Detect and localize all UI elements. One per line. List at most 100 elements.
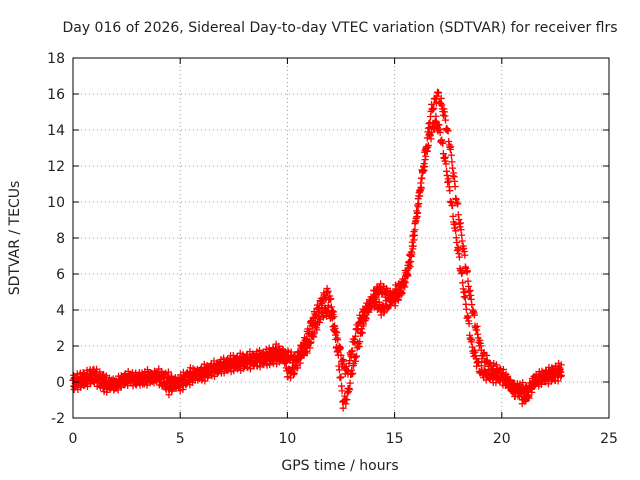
data-point-marker [447,151,455,159]
data-point-marker [346,357,354,365]
data-point-marker [346,379,354,387]
data-point-marker [306,325,314,333]
data-point-marker [346,386,354,394]
data-point-marker [436,128,444,136]
y-tick-label: 2 [56,339,65,355]
data-point-marker [461,251,469,259]
y-tick-label: 0 [56,375,65,391]
data-point-marker [416,192,424,200]
data-point-marker [337,351,345,359]
x-tick-label: 5 [176,431,185,447]
y-tick-label: 8 [56,231,65,247]
data-point-marker [331,324,339,332]
data-point-marker [458,237,466,245]
y-tick-label: 6 [56,267,65,283]
y-tick-label: 16 [47,87,65,103]
data-point-marker [303,335,311,343]
data-point-marker [458,231,466,239]
data-point-marker [427,135,435,143]
data-point-marker [442,153,450,161]
data-point-marker [459,279,467,287]
data-point-marker [557,368,565,376]
data-point-marker [454,200,462,208]
data-point-marker [299,346,307,354]
data-point-marker [413,213,421,221]
data-point-marker [423,134,431,142]
data-point-marker [356,338,364,346]
data-point-marker [448,202,456,210]
data-point-marker [408,250,416,258]
x-axis-label: GPS time / hours [281,458,398,474]
data-point-marker [514,392,522,400]
data-point-marker [462,305,470,313]
data-point-marker [455,253,463,261]
data-point-marker [453,238,461,246]
data-point-marker [468,301,476,309]
data-point-marker [448,158,456,166]
data-point-marker [475,358,483,366]
data-point-marker [437,94,445,102]
data-point-marker [335,366,343,374]
data-point-marker [439,111,447,119]
data-point-marker [403,270,411,278]
data-point-marker [336,344,344,352]
x-tick-label: 10 [278,431,296,447]
data-point-marker [448,164,456,172]
data-point-marker [414,201,422,209]
data-point-marker [312,311,320,319]
data-point-marker [457,219,465,227]
data-point-marker [348,347,356,355]
y-tick-label: 4 [56,303,65,319]
y-tick-label: 10 [47,195,65,211]
y-tick-label: 14 [47,123,65,139]
data-point-marker [451,183,459,191]
data-point-marker [417,174,425,182]
data-point-marker [423,144,431,152]
data-point-marker [330,313,338,321]
data-point-marker [358,316,366,324]
data-point-marker [351,339,359,347]
data-point-marker [340,357,348,365]
data-point-marker [435,89,443,97]
data-point-marker [309,321,317,329]
data-point-marker [338,387,346,395]
data-point-marker [401,275,409,283]
data-point-marker [439,139,447,147]
data-point-marker [307,338,315,346]
data-point-marker [303,349,311,357]
data-point-marker [443,171,451,179]
data-point-marker [499,365,507,373]
data-point-marker [387,301,395,309]
data-point-marker [345,367,353,375]
y-tick-label: -2 [51,411,65,427]
x-tick-label: 20 [493,431,511,447]
data-point-marker [444,127,452,135]
data-point-marker [470,311,478,319]
data-point-marker [430,104,438,112]
data-point-marker [410,231,418,239]
data-point-marker [358,329,366,337]
data-point-marker [119,381,127,389]
data-point-marker [327,295,335,303]
data-point-marker [343,396,351,404]
data-point-marker [465,320,473,328]
data-point-marker [463,267,471,275]
data-point-marker [339,404,347,412]
data-point-marker [337,373,345,381]
data-point-marker [525,394,533,402]
data-point-marker [160,374,168,382]
y-tick-label: 12 [47,159,65,175]
data-point-marker [409,242,417,250]
data-point-marker [313,326,321,334]
data-point-marker [351,332,359,340]
data-point-marker [442,116,450,124]
x-tick-label: 25 [600,431,618,447]
data-point-marker [473,322,481,330]
y-tick-label: 18 [47,51,65,67]
data-point-marker [416,186,424,194]
data-point-marker [509,380,517,388]
data-point-marker [426,119,434,127]
